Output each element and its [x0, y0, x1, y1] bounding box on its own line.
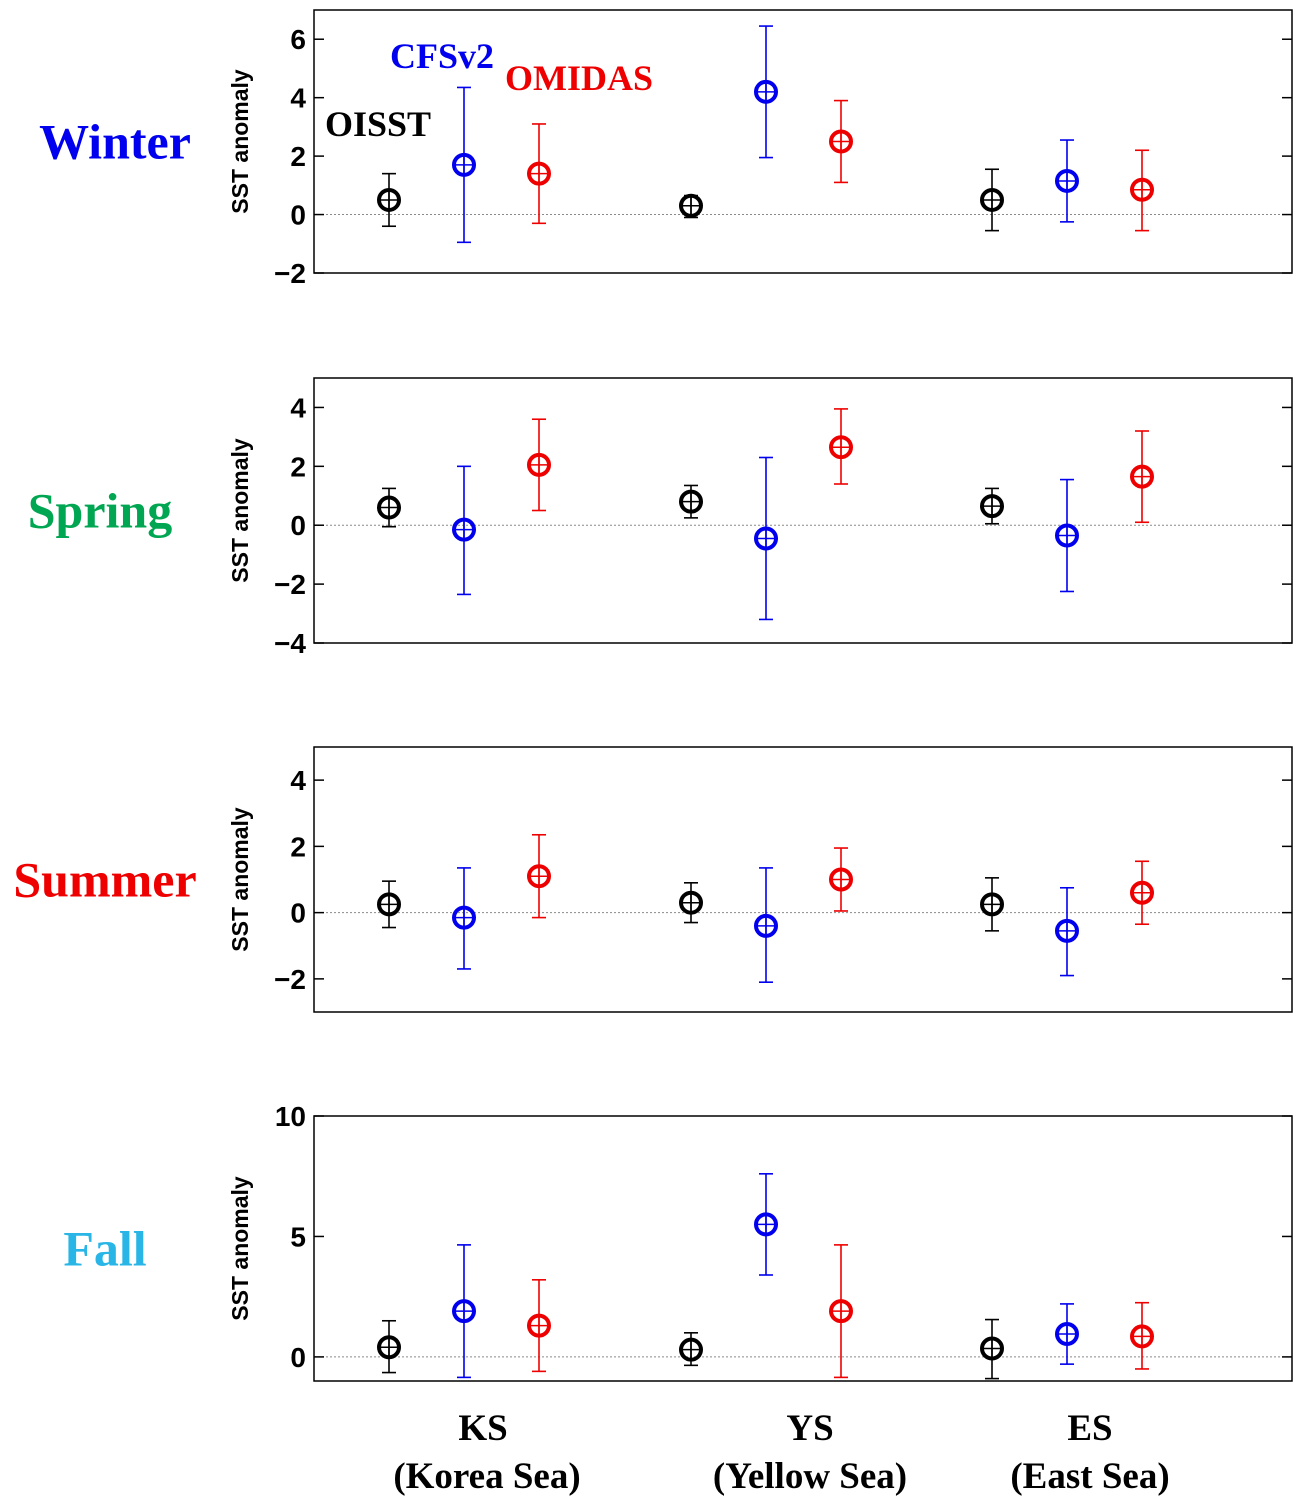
category-sublabel-es: (East Sea) — [1010, 1456, 1169, 1497]
point-oisst-ks — [377, 880, 401, 929]
y-tick-label: 5 — [290, 1221, 306, 1252]
point-oisst-ys — [679, 882, 703, 924]
point-omidas-ks — [527, 833, 551, 919]
season-label-summer: Summer — [13, 852, 196, 908]
season-label-winter: Winter — [39, 114, 191, 170]
point-oisst-ks — [377, 172, 401, 228]
category-sublabel-ys: (Yellow Sea) — [713, 1456, 907, 1497]
point-omidas-ks — [527, 1279, 551, 1373]
category-label-es: ES — [1067, 1408, 1112, 1449]
season-label-fall: Fall — [63, 1221, 146, 1277]
legend-omidas: OMIDAS — [505, 58, 653, 98]
point-cfsv2-ys — [754, 867, 778, 983]
point-omidas-ys — [829, 99, 853, 184]
legend-oisst: OISST — [325, 104, 431, 144]
point-cfsv2-es — [1055, 478, 1079, 593]
y-tick-label: 4 — [290, 765, 306, 796]
plot-frame — [313, 377, 1293, 644]
point-omidas-ys — [829, 847, 853, 912]
point-oisst-es — [980, 168, 1004, 232]
y-tick-label: −2 — [274, 964, 306, 995]
y-tick-label: 0 — [290, 200, 306, 231]
point-cfsv2-ys — [754, 456, 778, 621]
point-cfsv2-es — [1055, 139, 1079, 223]
point-omidas-es — [1130, 860, 1154, 926]
y-axis-label: SST anomaly — [227, 1176, 253, 1321]
panel-summer: Summer SST anomaly −2 0 2 4 — [13, 746, 1293, 1013]
point-oisst-es — [980, 487, 1004, 525]
category-label-ks: KS — [458, 1408, 507, 1449]
category-label-ys: YS — [786, 1408, 833, 1449]
y-axis-label: SST anomaly — [227, 438, 253, 583]
legend-cfsv2: CFSv2 — [390, 36, 494, 76]
category-labels: KS (Korea Sea) YS (Yellow Sea) ES (East … — [393, 1408, 1169, 1497]
point-cfsv2-ys — [754, 25, 778, 159]
point-omidas-es — [1130, 430, 1154, 524]
category-sublabel-ks: (Korea Sea) — [393, 1456, 580, 1497]
y-tick-label: −2 — [274, 569, 306, 600]
panel-fall: Fall SST anomaly 0 5 10 — [63, 1101, 1293, 1382]
point-cfsv2-es — [1055, 1303, 1079, 1365]
point-omidas-ys — [829, 408, 853, 485]
point-omidas-ks — [527, 418, 551, 512]
point-omidas-es — [1130, 149, 1154, 232]
plot-frame — [313, 1115, 1293, 1382]
point-cfsv2-ks — [452, 465, 476, 596]
season-label-spring: Spring — [28, 483, 173, 539]
point-oisst-ys — [679, 484, 703, 519]
point-omidas-ys — [829, 1244, 853, 1379]
plot-frame — [313, 9, 1293, 274]
panel-winter: Winter SST anomaly −2 0 2 4 6 — [39, 9, 1293, 289]
y-tick-label: 0 — [290, 898, 306, 929]
point-oisst-es — [980, 877, 1004, 932]
point-cfsv2-ks — [452, 1244, 476, 1379]
y-tick-label: 10 — [275, 1101, 306, 1132]
point-oisst-ks — [377, 1319, 401, 1374]
point-oisst-ks — [377, 487, 401, 528]
y-axis-label: SST anomaly — [227, 807, 253, 952]
y-tick-label: 2 — [290, 831, 306, 862]
point-oisst-es — [980, 1318, 1004, 1380]
point-omidas-ks — [527, 123, 551, 225]
y-tick-label: −4 — [274, 628, 306, 659]
point-oisst-ys — [679, 193, 703, 219]
panel-spring: Spring SST anomaly −4 −2 0 2 4 — [28, 377, 1293, 659]
point-omidas-es — [1130, 1301, 1154, 1370]
point-cfsv2-es — [1055, 886, 1079, 977]
y-tick-label: 6 — [290, 24, 306, 55]
y-tick-label: 2 — [290, 141, 306, 172]
y-tick-label: 0 — [290, 510, 306, 541]
y-tick-label: −2 — [274, 258, 306, 289]
point-cfsv2-ks — [452, 867, 476, 970]
point-cfsv2-ys — [754, 1173, 778, 1276]
y-axis-label: SST anomaly — [227, 69, 253, 214]
y-tick-label: 0 — [290, 1342, 306, 1373]
point-oisst-ys — [679, 1332, 703, 1367]
y-tick-label: 4 — [290, 83, 306, 114]
legend: OISST CFSv2 OMIDAS — [325, 36, 653, 144]
plot-frame — [313, 746, 1293, 1013]
panels-layer: Winter SST anomaly −2 0 2 4 6 Spring SST anomaly… — [13, 9, 1293, 1382]
point-cfsv2-ks — [452, 86, 476, 244]
y-tick-label: 2 — [290, 451, 306, 482]
y-tick-label: 4 — [290, 392, 306, 423]
